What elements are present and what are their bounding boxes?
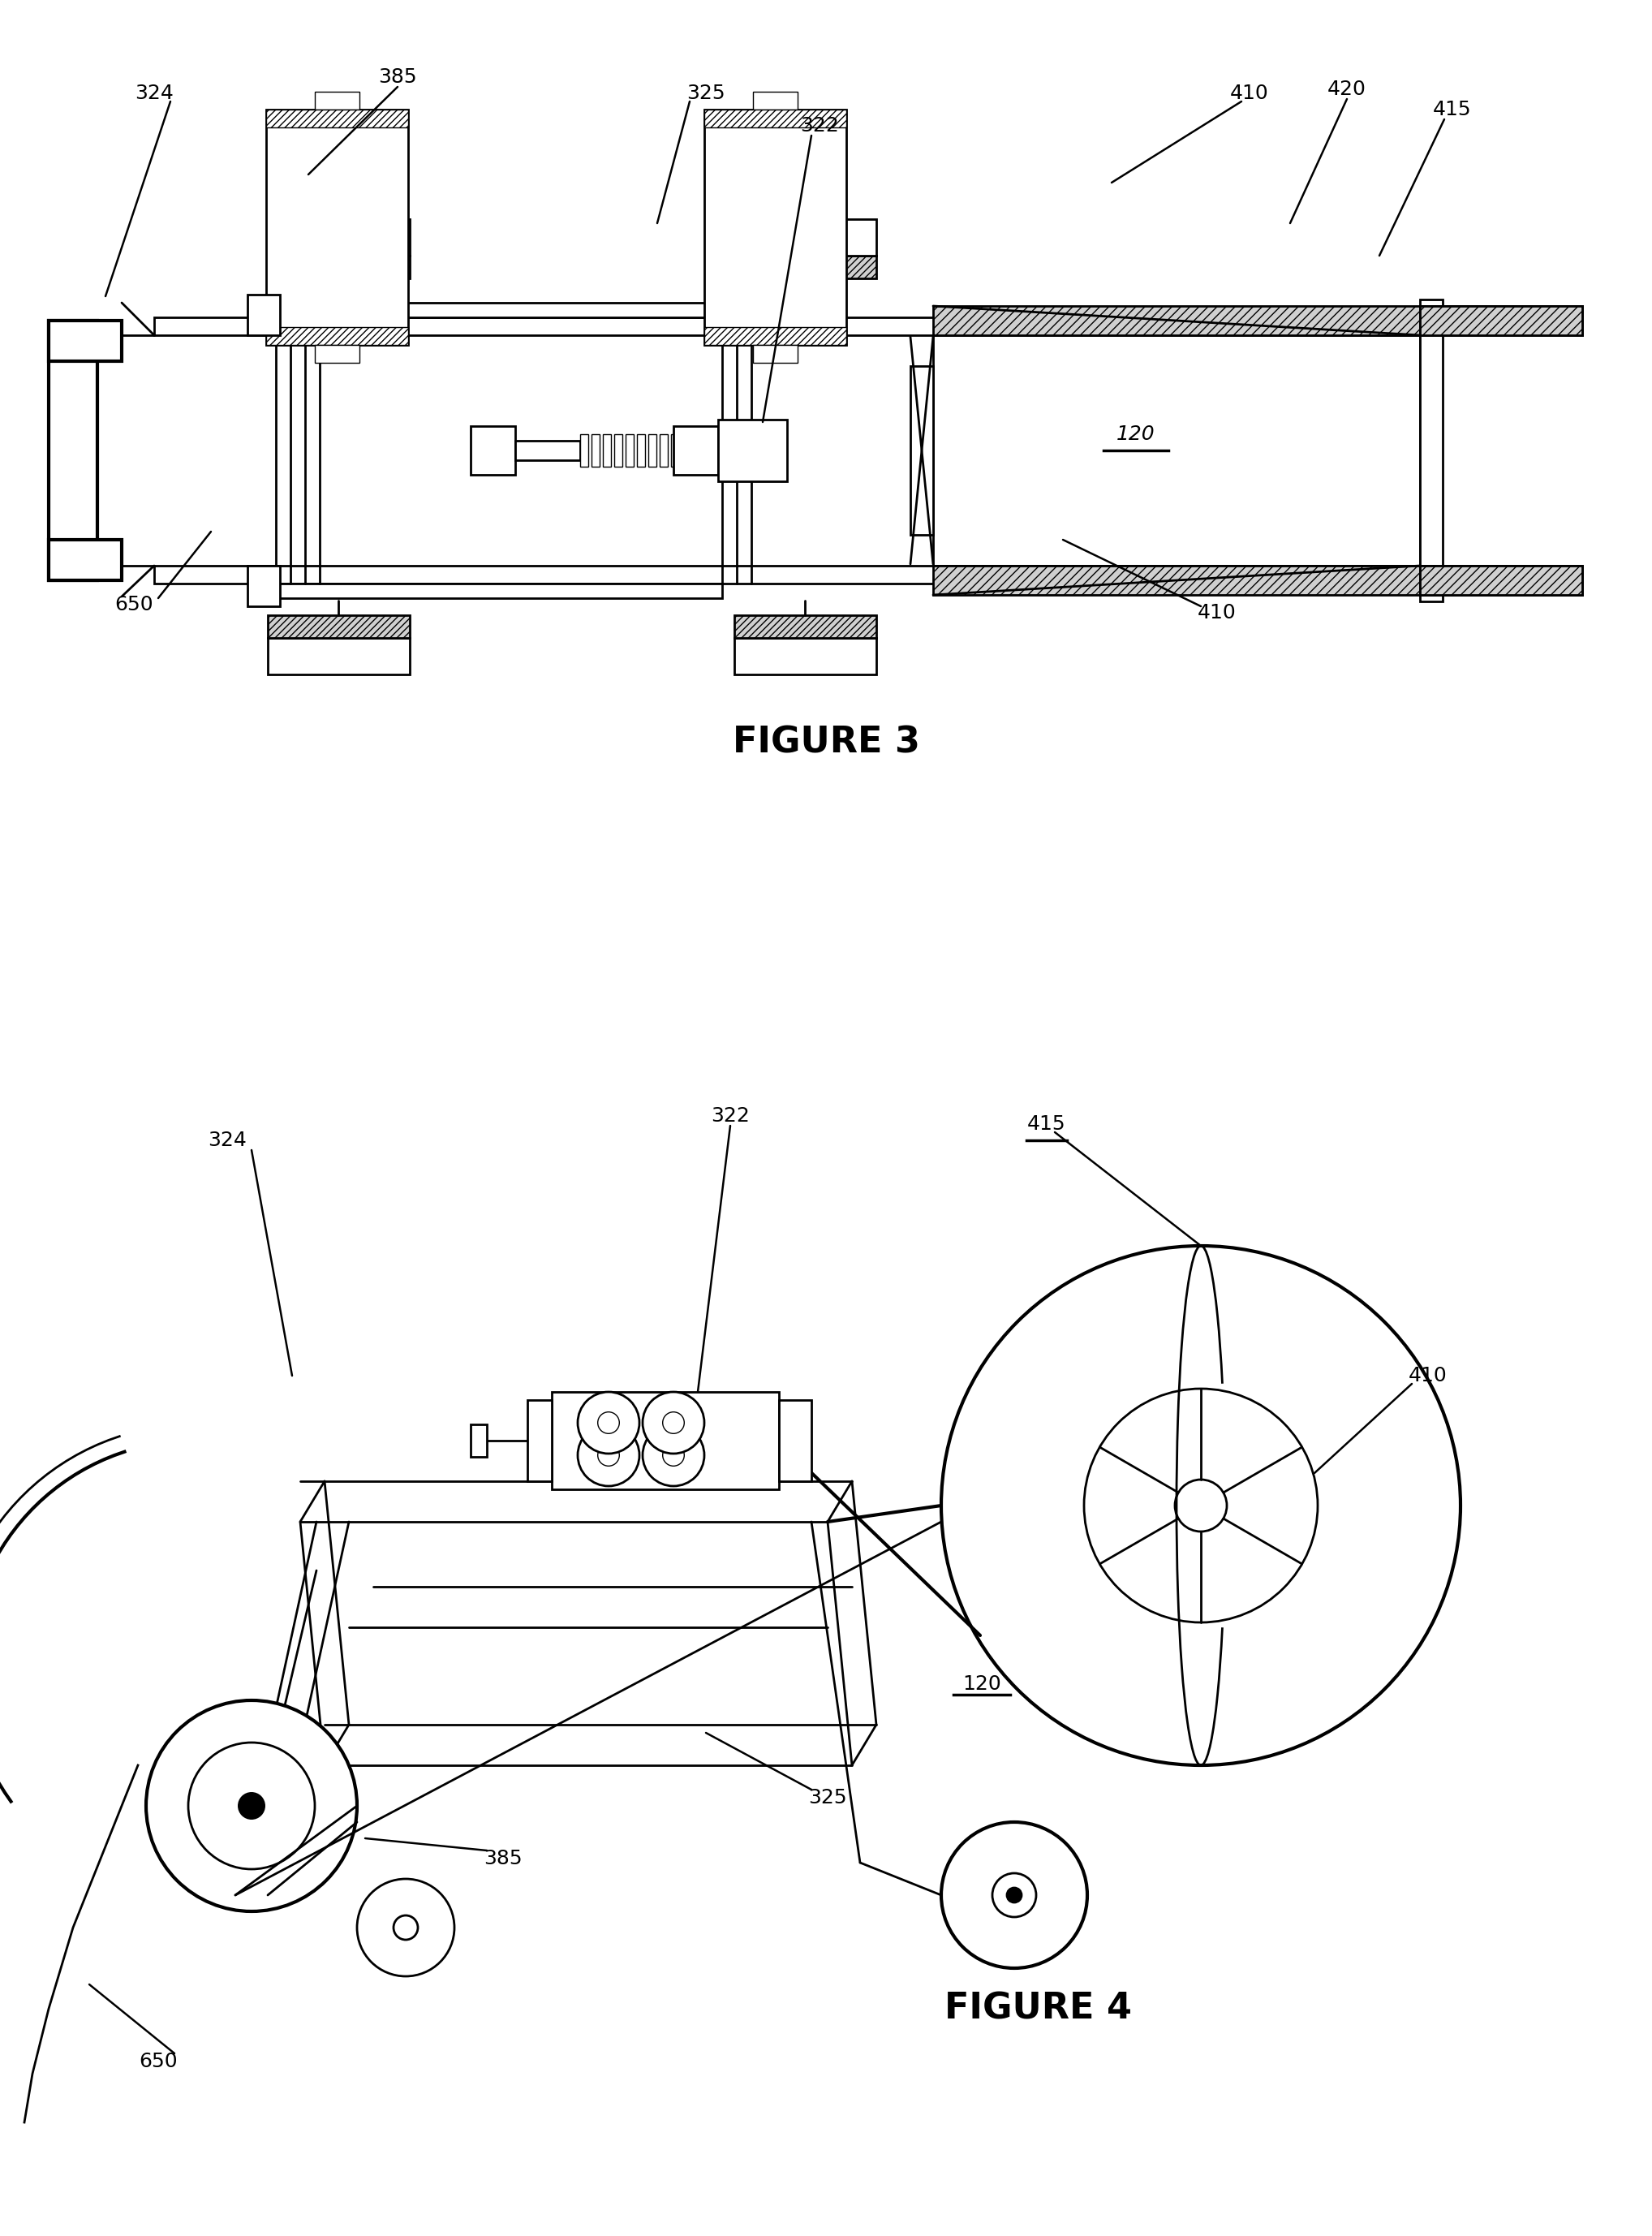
Text: 650: 650 xyxy=(114,595,154,615)
Circle shape xyxy=(662,1444,684,1467)
Text: 415: 415 xyxy=(1432,101,1472,119)
Bar xyxy=(268,584,722,599)
Bar xyxy=(591,434,600,467)
Circle shape xyxy=(1008,1887,1021,1903)
Bar xyxy=(268,637,410,675)
Text: 322: 322 xyxy=(800,116,839,136)
Bar xyxy=(316,344,360,362)
Bar xyxy=(268,219,410,255)
Bar xyxy=(671,434,679,467)
Bar xyxy=(268,302,722,318)
Bar xyxy=(910,367,933,534)
Circle shape xyxy=(145,1699,357,1912)
Circle shape xyxy=(357,1878,454,1977)
Bar xyxy=(615,434,623,467)
Bar xyxy=(733,219,876,255)
Text: 324: 324 xyxy=(208,1131,246,1149)
Bar xyxy=(266,110,408,127)
Bar xyxy=(266,110,408,344)
Bar xyxy=(704,326,846,344)
Bar xyxy=(674,427,719,474)
Bar xyxy=(603,434,611,467)
Bar xyxy=(471,1424,487,1458)
Bar xyxy=(248,295,279,335)
Text: FIGURE 4: FIGURE 4 xyxy=(945,1992,1132,2026)
Text: 410: 410 xyxy=(1198,604,1236,622)
Bar xyxy=(552,1393,780,1489)
Bar xyxy=(704,110,846,127)
Bar xyxy=(580,434,588,467)
Text: 325: 325 xyxy=(808,1789,847,1807)
Text: 385: 385 xyxy=(484,1849,522,1869)
Circle shape xyxy=(188,1742,316,1869)
Circle shape xyxy=(643,1393,704,1453)
Bar xyxy=(48,320,122,362)
Text: 420: 420 xyxy=(1328,80,1366,98)
Bar xyxy=(48,320,97,581)
Text: 385: 385 xyxy=(378,67,416,87)
Text: 324: 324 xyxy=(135,83,173,103)
Bar xyxy=(1421,566,1583,595)
Circle shape xyxy=(240,1793,264,1818)
Text: 325: 325 xyxy=(687,83,725,103)
Circle shape xyxy=(942,1245,1460,1764)
Bar xyxy=(248,566,279,606)
Bar xyxy=(1421,306,1583,335)
Bar xyxy=(780,1400,811,1480)
Bar xyxy=(733,615,876,637)
Bar xyxy=(471,427,515,474)
Circle shape xyxy=(578,1393,639,1453)
Bar xyxy=(648,434,656,467)
Bar xyxy=(154,318,1412,335)
Bar xyxy=(268,615,410,637)
Circle shape xyxy=(598,1444,620,1467)
Bar xyxy=(733,255,876,280)
Text: 415: 415 xyxy=(1028,1114,1066,1134)
Text: 410: 410 xyxy=(1409,1366,1447,1386)
Bar xyxy=(638,434,644,467)
Text: 322: 322 xyxy=(710,1107,750,1125)
Circle shape xyxy=(578,1424,639,1487)
Circle shape xyxy=(1175,1480,1227,1532)
Bar xyxy=(1421,566,1583,595)
Bar xyxy=(933,335,1421,566)
Bar xyxy=(154,566,1412,584)
Text: FIGURE 3: FIGURE 3 xyxy=(732,724,920,760)
Circle shape xyxy=(393,1916,418,1941)
Bar xyxy=(933,566,1436,595)
Text: 650: 650 xyxy=(139,2053,177,2071)
Bar xyxy=(268,255,410,280)
Circle shape xyxy=(643,1424,704,1487)
Circle shape xyxy=(1084,1389,1318,1623)
Bar xyxy=(515,440,580,461)
Circle shape xyxy=(993,1874,1036,1916)
Bar xyxy=(1421,306,1583,335)
Bar xyxy=(626,434,634,467)
Bar xyxy=(704,110,846,344)
Text: 120: 120 xyxy=(1117,425,1155,445)
Circle shape xyxy=(598,1411,620,1433)
Bar xyxy=(933,306,1436,335)
Bar xyxy=(316,92,360,110)
Bar xyxy=(266,326,408,344)
Bar xyxy=(659,434,667,467)
Circle shape xyxy=(942,1822,1087,1968)
Text: 410: 410 xyxy=(1231,83,1269,103)
Circle shape xyxy=(662,1411,684,1433)
Text: 120: 120 xyxy=(963,1675,1001,1695)
Bar xyxy=(527,1400,552,1480)
Bar xyxy=(1421,300,1442,601)
Bar xyxy=(48,539,122,581)
Bar xyxy=(733,637,876,675)
Bar xyxy=(753,344,798,362)
Bar xyxy=(753,92,798,110)
Bar xyxy=(719,420,786,481)
